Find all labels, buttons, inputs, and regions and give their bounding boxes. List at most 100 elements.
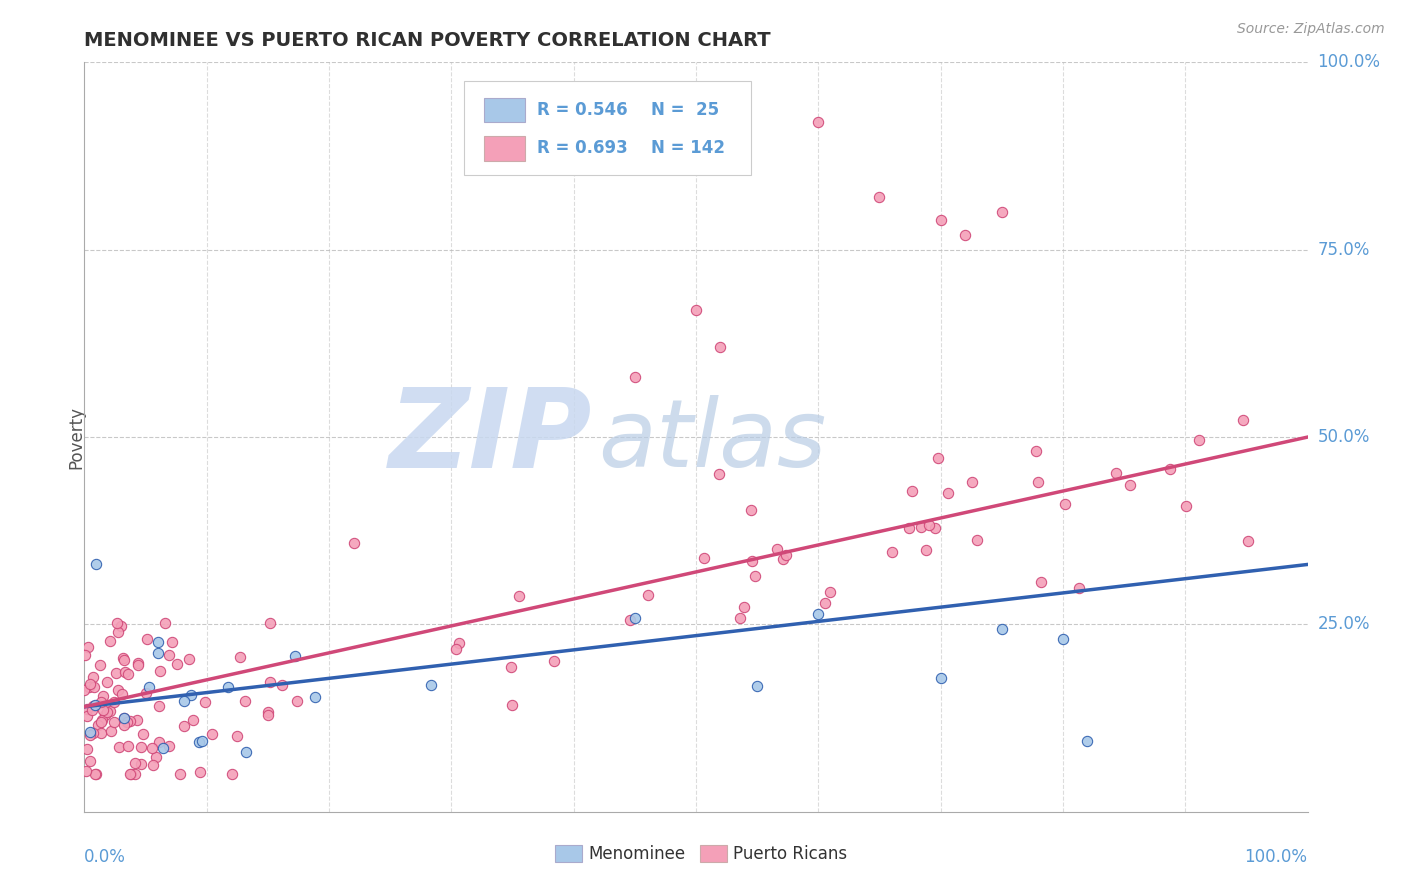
Point: [217, 680, 239, 694]
Point: [543, 653, 565, 667]
Point: [1104, 466, 1126, 480]
Point: [900, 483, 922, 498]
Point: [127, 657, 149, 672]
Point: [991, 622, 1014, 636]
Point: [136, 632, 159, 647]
Point: [100, 705, 122, 719]
Point: [84, 767, 107, 781]
Text: N = 142: N = 142: [651, 139, 724, 157]
Point: [619, 613, 641, 627]
Point: [740, 503, 762, 517]
Point: [87, 718, 110, 732]
Point: [149, 664, 172, 678]
Point: [772, 552, 794, 566]
Point: [259, 615, 281, 630]
Text: R = 0.693: R = 0.693: [537, 139, 627, 157]
Point: [117, 739, 139, 754]
Point: [135, 686, 157, 700]
Point: [79, 725, 101, 739]
Point: [707, 467, 730, 482]
Point: [148, 735, 170, 749]
Point: [807, 607, 830, 621]
Point: [915, 542, 938, 557]
Point: [304, 690, 326, 705]
Point: [927, 450, 949, 465]
Point: [813, 596, 835, 610]
Point: [148, 699, 170, 714]
Point: [83, 681, 105, 695]
FancyBboxPatch shape: [464, 81, 751, 175]
Text: Source: ZipAtlas.com: Source: ZipAtlas.com: [1237, 22, 1385, 37]
Point: [1052, 632, 1074, 646]
Point: [84, 698, 107, 712]
Point: [80, 703, 103, 717]
Point: [880, 545, 903, 559]
Point: [79, 729, 101, 743]
Point: [103, 715, 125, 730]
Text: Menominee: Menominee: [588, 845, 686, 863]
Point: [110, 618, 132, 632]
Point: [508, 589, 530, 603]
Point: [285, 694, 308, 708]
Point: [953, 227, 976, 242]
Point: [1076, 733, 1098, 747]
Point: [1025, 443, 1047, 458]
Text: Puerto Ricans: Puerto Ricans: [733, 845, 846, 863]
Point: [1119, 477, 1142, 491]
Point: [79, 754, 101, 768]
Point: [820, 585, 842, 599]
Point: [201, 727, 224, 741]
Point: [131, 726, 153, 740]
Point: [146, 646, 169, 660]
Point: [111, 651, 134, 665]
Point: [733, 599, 755, 614]
Point: [142, 758, 165, 772]
Point: [187, 734, 209, 748]
Point: [114, 652, 136, 666]
Point: [107, 625, 129, 640]
Point: [960, 475, 983, 489]
Point: [82, 670, 104, 684]
Point: [91, 703, 114, 717]
Y-axis label: Poverty: Poverty: [67, 406, 84, 468]
Point: [637, 588, 659, 602]
Text: 100.0%: 100.0%: [1317, 54, 1381, 71]
FancyBboxPatch shape: [700, 846, 727, 862]
Point: [145, 750, 167, 764]
Point: [188, 765, 211, 780]
Point: [83, 767, 105, 781]
Point: [125, 713, 148, 727]
Point: [129, 739, 152, 754]
Point: [73, 682, 96, 697]
Point: [693, 550, 716, 565]
Text: 75.0%: 75.0%: [1317, 241, 1369, 259]
Point: [76, 742, 98, 756]
Point: [146, 634, 169, 648]
Point: [194, 694, 217, 708]
Point: [103, 695, 125, 709]
Point: [117, 667, 139, 681]
Point: [112, 711, 135, 725]
Point: [79, 677, 101, 691]
Text: 25.0%: 25.0%: [1317, 615, 1369, 633]
Text: MENOMINEE VS PUERTO RICAN POVERTY CORRELATION CHART: MENOMINEE VS PUERTO RICAN POVERTY CORREL…: [84, 30, 770, 50]
Point: [112, 718, 135, 732]
Point: [991, 205, 1014, 219]
Point: [229, 650, 252, 665]
Point: [685, 302, 707, 317]
FancyBboxPatch shape: [484, 97, 524, 122]
Point: [259, 674, 281, 689]
Point: [94, 708, 117, 723]
Point: [141, 741, 163, 756]
Point: [444, 641, 467, 656]
Point: [107, 682, 129, 697]
Point: [747, 679, 769, 693]
Point: [96, 675, 118, 690]
Point: [120, 714, 142, 728]
Point: [499, 660, 522, 674]
Point: [924, 520, 946, 534]
Point: [728, 611, 751, 625]
Point: [233, 694, 256, 708]
Point: [1232, 412, 1254, 426]
Point: [766, 541, 789, 556]
